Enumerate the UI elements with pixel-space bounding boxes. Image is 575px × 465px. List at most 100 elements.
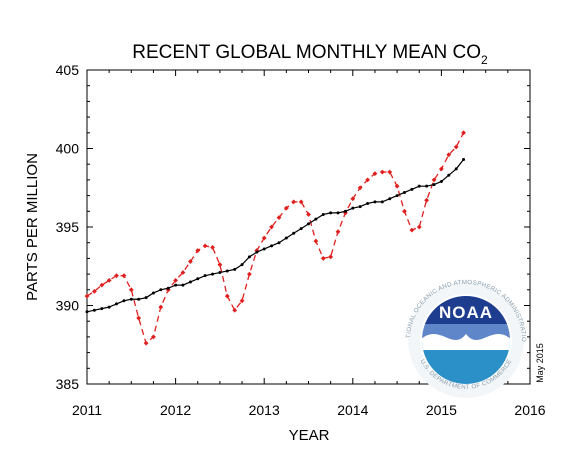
data-point [196, 277, 200, 281]
data-point [372, 171, 378, 177]
data-point [292, 231, 296, 235]
chart-title: RECENT GLOBAL MONTHLY MEAN CO2 [132, 42, 488, 67]
data-point [306, 212, 311, 217]
data-point [121, 273, 127, 279]
x-tick-label: 2011 [72, 402, 102, 418]
x-tick-label: 2014 [337, 402, 368, 418]
data-point [462, 157, 466, 161]
y-tick-label: 395 [56, 219, 80, 235]
y-tick-label: 405 [56, 62, 80, 78]
data-point [439, 166, 444, 172]
data-point [106, 277, 112, 283]
data-point [446, 152, 452, 158]
data-point [240, 263, 244, 267]
y-tick-label: 390 [56, 298, 80, 314]
data-point [320, 256, 326, 261]
data-point [409, 227, 415, 233]
data-point [439, 179, 443, 183]
data-point [217, 262, 223, 268]
y-tick-label: 385 [56, 376, 80, 392]
data-point [283, 205, 289, 211]
x-tick-label: 2016 [514, 402, 545, 418]
data-point [247, 271, 252, 277]
data-point [402, 208, 407, 214]
data-point [431, 177, 437, 183]
data-point [262, 247, 266, 251]
data-point [210, 245, 215, 250]
data-point [202, 243, 208, 249]
y-tick-label: 400 [56, 141, 80, 157]
x-tick-label: 2013 [249, 402, 280, 418]
data-point [314, 217, 318, 221]
data-point [276, 215, 282, 220]
data-point [357, 185, 363, 191]
data-point [350, 196, 356, 202]
data-point [84, 293, 90, 299]
data-point [417, 184, 421, 188]
data-point [224, 293, 230, 299]
data-point [137, 297, 141, 301]
data-point [284, 236, 288, 240]
gull-icon [422, 334, 510, 350]
data-point [151, 334, 156, 340]
data-point [180, 270, 186, 275]
data-point [416, 224, 422, 230]
data-point [379, 169, 385, 175]
data-point [329, 211, 333, 215]
data-point [358, 205, 362, 209]
data-point [343, 209, 347, 213]
data-point [159, 288, 163, 292]
data-point [307, 222, 310, 226]
data-point [151, 291, 155, 295]
data-point [128, 287, 134, 293]
data-point [447, 173, 451, 177]
data-point [270, 244, 274, 248]
x-axis-label: YEAR [289, 427, 330, 444]
data-point [232, 307, 238, 313]
data-point [129, 297, 133, 301]
data-point [136, 315, 142, 321]
x-tick-label: 2012 [160, 402, 191, 418]
series-layer [84, 130, 466, 346]
data-point [225, 269, 229, 273]
data-point [299, 227, 303, 231]
data-point [255, 250, 259, 254]
data-point [424, 197, 430, 203]
y-axis-label: PARTS PER MILLION [24, 153, 41, 301]
x-axis: 2011 2012 2013 2014 2015 2016 [72, 70, 546, 418]
data-point [239, 298, 245, 304]
data-point [277, 241, 281, 245]
data-point [144, 296, 148, 300]
data-point [122, 299, 126, 303]
data-point [351, 206, 355, 210]
data-point [166, 286, 170, 290]
data-point [218, 271, 222, 275]
noaa-wordmark: NOAA [439, 303, 493, 322]
data-point [425, 184, 429, 188]
data-point [99, 282, 105, 288]
data-point [158, 304, 164, 310]
data-point [336, 211, 340, 215]
data-point [188, 280, 192, 284]
data-point [85, 310, 89, 314]
data-point [187, 259, 193, 264]
data-point [269, 224, 274, 230]
data-point [233, 267, 237, 271]
data-point [380, 200, 384, 204]
data-point [174, 283, 178, 287]
data-point [291, 199, 297, 205]
data-point [402, 190, 406, 194]
series-line-0 [86, 132, 465, 345]
data-point [143, 340, 149, 346]
data-point [335, 229, 341, 235]
data-point [387, 169, 393, 175]
data-point [115, 302, 119, 306]
data-point [247, 255, 251, 259]
data-point [388, 197, 392, 201]
data-point [410, 187, 414, 191]
data-point [395, 194, 399, 198]
data-point [461, 130, 466, 136]
data-point [321, 212, 325, 216]
data-point [261, 235, 267, 241]
